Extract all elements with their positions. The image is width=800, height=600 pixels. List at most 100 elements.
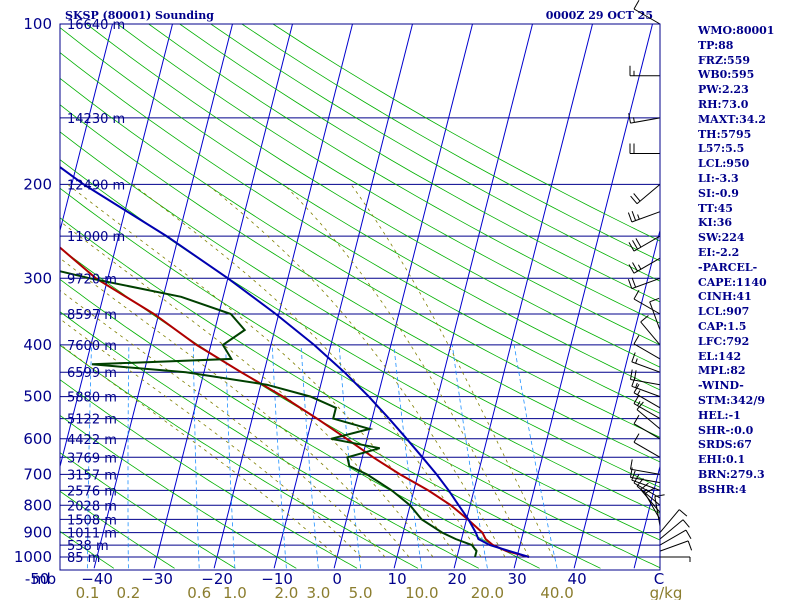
wind-barb-flag — [630, 369, 633, 380]
wind-barb-flag — [633, 335, 640, 345]
height-label: 11000 m — [67, 230, 125, 245]
station-title: SKSP (80001) Sounding — [65, 9, 214, 22]
isotherm-line — [513, 24, 653, 569]
wind-barb-staff — [659, 509, 680, 533]
wind-barb-staff — [630, 476, 661, 484]
isotherm-line — [213, 24, 353, 569]
dry-adiabat-line — [210, 24, 660, 282]
wind-barb-staff — [659, 540, 689, 552]
dewpoint-line — [60, 270, 478, 558]
wind-barb-flag — [627, 279, 633, 289]
wind-barb — [636, 401, 661, 430]
dry-adiabat-line — [60, 187, 660, 541]
parcel-line — [60, 165, 530, 558]
mixing-ratio-line — [513, 344, 558, 569]
temperature-tick-label: 20 — [448, 570, 467, 588]
index-item: TP:88 — [698, 38, 734, 52]
wind-barb-flag — [633, 290, 640, 300]
wind-barb-flag — [633, 394, 640, 404]
wind-barb-staff — [631, 211, 661, 223]
index-item: WB0:595 — [698, 68, 755, 82]
isotherm-line — [333, 24, 473, 569]
pressure-label: 200 — [23, 175, 52, 193]
index-item: HEL:-1 — [698, 408, 741, 422]
dry-adiabat-line — [60, 490, 175, 569]
temperature-tick-label: -50 — [25, 570, 50, 588]
index-item: L57:5.5 — [698, 142, 745, 156]
wind-barb-staff — [633, 257, 661, 274]
mixing-ratio-line — [225, 344, 236, 569]
wind-barb — [649, 297, 661, 331]
height-label: 6599 m — [67, 366, 117, 381]
wind-barb-half-flag — [637, 264, 642, 270]
wind-barb-staff — [631, 361, 661, 373]
index-item: EI:-2.2 — [698, 245, 740, 259]
wind-barb-flag — [640, 482, 649, 490]
wind-barb — [628, 257, 661, 274]
height-label: 16640 m — [67, 18, 125, 33]
wind-barb-flag — [631, 352, 636, 363]
wind-barb-staff — [636, 409, 661, 430]
pressure-label: 800 — [23, 496, 52, 514]
temperature-unit-label: C — [654, 570, 664, 588]
wind-barb-flag — [628, 264, 635, 274]
moist-adiabat-line — [350, 184, 554, 558]
dry-adiabat-line — [60, 278, 540, 569]
height-label: 5122 m — [67, 413, 117, 428]
moist-adiabat-line — [60, 343, 338, 558]
dry-adiabat-line — [60, 217, 660, 569]
wind-barb — [633, 290, 661, 315]
isotherm-line — [633, 464, 660, 569]
height-label: 3157 m — [67, 468, 117, 483]
wind-barb-staff — [631, 479, 661, 491]
mixing-ratio-label: 2.0 — [274, 584, 298, 600]
temperature-tick-label: 40 — [568, 570, 587, 588]
wind-barb-staff — [640, 489, 661, 513]
isotherm-line — [153, 24, 293, 569]
index-item: BRN:279.3 — [698, 467, 765, 481]
wind-barb-flag — [630, 195, 638, 205]
dry-adiabat-line — [60, 379, 358, 569]
index-item: LCL:950 — [698, 157, 750, 171]
wind-barb — [659, 509, 688, 533]
wind-barb-flag — [633, 433, 640, 443]
height-label: 1011 m — [67, 527, 117, 542]
height-label: 8597 m — [67, 308, 117, 323]
wind-barb-flag — [632, 240, 638, 250]
index-item: BSHR:4 — [698, 482, 747, 496]
dry-adiabat-line — [60, 77, 660, 438]
mixing-ratio-label: 0.6 — [187, 584, 211, 600]
pressure-label: 1000 — [14, 548, 52, 566]
height-label: 7600 m — [67, 339, 117, 354]
wind-barb — [659, 519, 690, 540]
temperature-line — [60, 246, 530, 558]
pressure-label: 500 — [23, 388, 52, 406]
height-label: 2576 m — [67, 484, 117, 499]
index-item: WMO:80001 — [698, 24, 775, 37]
wind-barb — [629, 143, 660, 154]
wind-barb-flag — [630, 459, 633, 470]
dry-adiabat-line — [60, 52, 660, 414]
index-item: CAPE:1140 — [698, 275, 767, 289]
mixing-ratio-label: 10.0 — [405, 584, 438, 600]
index-item: SHR-:0.0 — [698, 423, 754, 437]
wind-barb-staff — [633, 298, 661, 315]
wind-barb — [633, 414, 661, 440]
mixing-ratio-line — [192, 344, 200, 569]
dry-adiabat-line — [60, 131, 660, 488]
wind-barb-flag — [632, 262, 638, 272]
moist-adiabat-line — [60, 318, 362, 558]
wind-barb-staff — [633, 8, 661, 25]
wind-barb-staff — [636, 485, 661, 506]
index-item: STM:342/9 — [698, 393, 765, 407]
dry-adiabat-line — [241, 24, 660, 262]
index-item: EHI:0.1 — [698, 453, 746, 467]
wind-barb-staff — [631, 385, 661, 398]
mixing-ratio-label: 0.1 — [76, 584, 100, 600]
mixing-ratio-label: 0.2 — [116, 584, 140, 600]
index-item: -PARCEL- — [698, 260, 758, 274]
wind-barb-flag — [640, 315, 649, 323]
background-lines — [60, 24, 660, 569]
